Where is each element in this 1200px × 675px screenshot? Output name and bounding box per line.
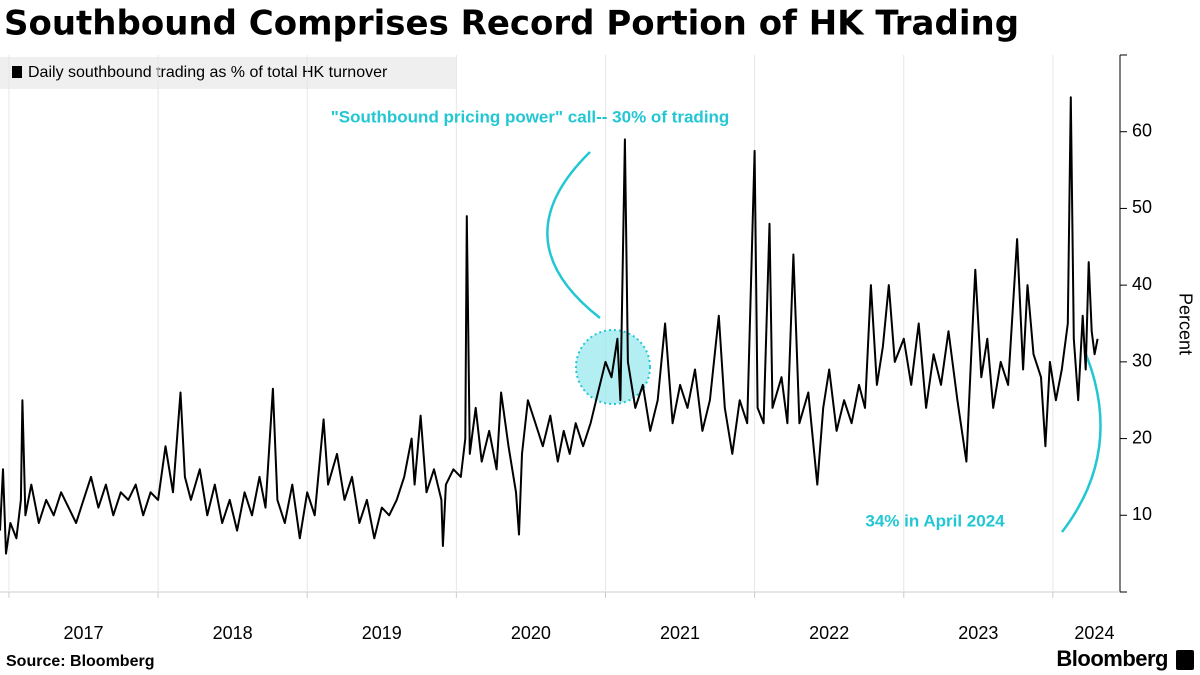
legend-label: Daily southbound trading as % of total H… [28,64,388,81]
y-axis-label: Percent [1175,293,1195,355]
logo: Bloomberg [1056,646,1168,671]
x-tick-label: 2023 [958,623,998,643]
y-tick-label: 50 [1132,197,1152,217]
x-tick-label: 2019 [362,623,402,643]
x-tick-label: 2017 [63,623,103,643]
x-tick-label: 2021 [660,623,700,643]
annotation-arc [546,151,601,319]
annotation: "Southbound pricing power" call-- 30% of… [331,107,730,126]
legend-box [0,57,456,89]
y-tick-label: 30 [1132,351,1152,371]
annotation: 34% in April 2024 [865,511,1005,530]
y-tick-label: 40 [1132,274,1152,294]
chart-title: Southbound Comprises Record Portion of H… [4,4,1019,44]
x-tick-label: 2020 [511,623,551,643]
y-tick-label: 10 [1132,504,1152,524]
x-tick-label: 2022 [809,623,849,643]
y-tick-label: 60 [1132,120,1152,140]
annotation-arc [1061,351,1102,533]
x-tick-label: 2024 [1074,623,1114,643]
y-tick-label: 20 [1132,427,1152,447]
source: Source: Bloomberg [6,653,154,670]
logo-icon [1176,650,1194,670]
x-tick-label: 2018 [213,623,253,643]
legend-swatch [12,66,22,78]
data-line [0,96,1099,555]
